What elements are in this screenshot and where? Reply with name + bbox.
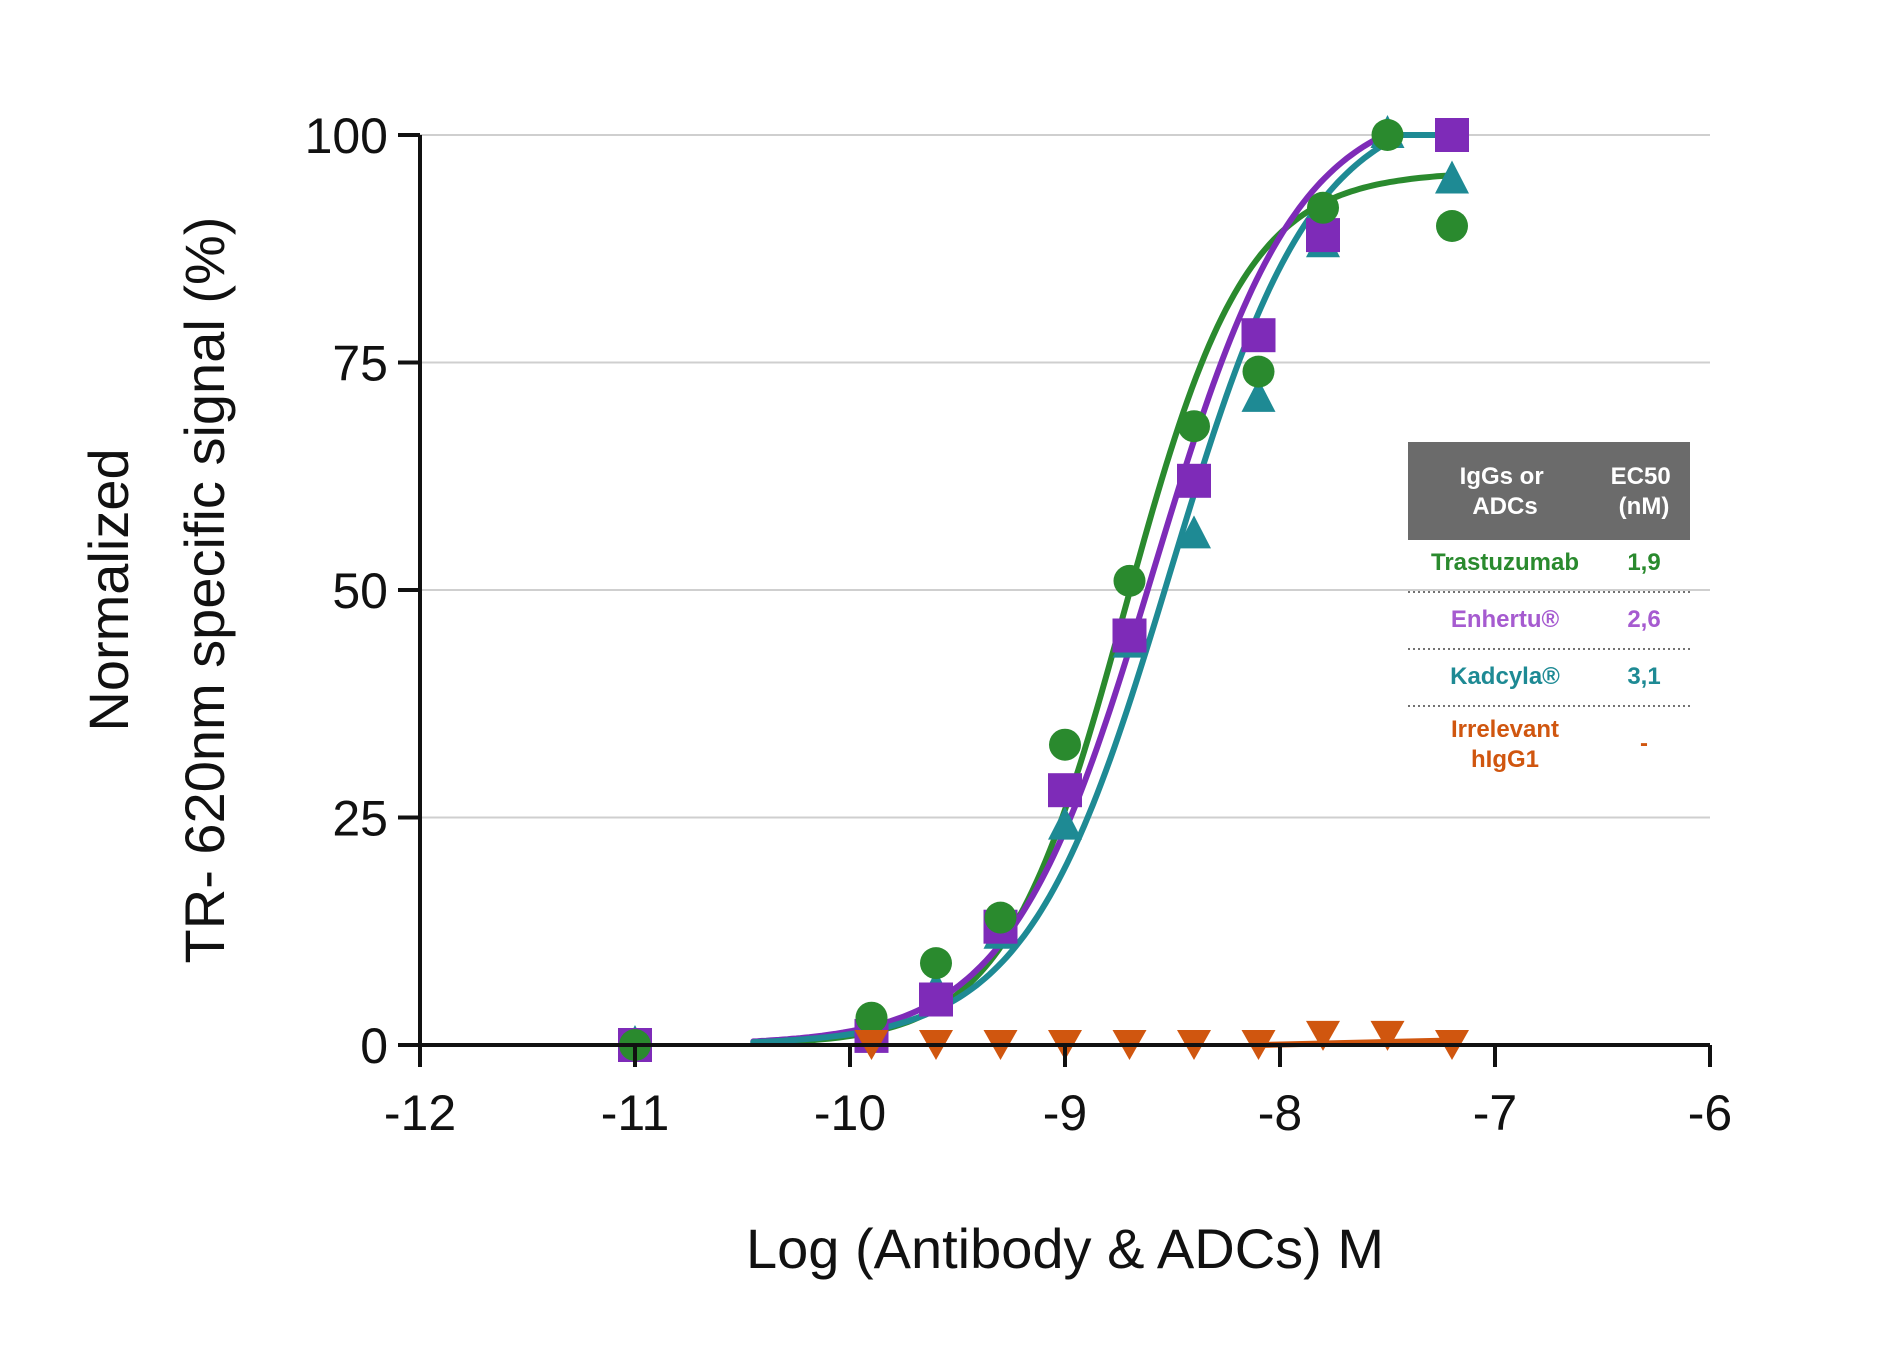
data-point bbox=[920, 947, 952, 980]
x-tick-label: -8 bbox=[1258, 1085, 1302, 1141]
data-point bbox=[1177, 463, 1211, 498]
data-point bbox=[1436, 210, 1468, 242]
data-point bbox=[1435, 118, 1469, 152]
data-point bbox=[1307, 191, 1339, 224]
table-header-ec50: EC50 (nM) bbox=[1611, 463, 1678, 520]
data-point bbox=[1049, 728, 1081, 761]
data-point bbox=[1048, 773, 1082, 808]
y-tick-label: 75 bbox=[332, 336, 388, 392]
table-row: Irrelevant hIgG1 - bbox=[1451, 716, 1648, 773]
data-point bbox=[1177, 515, 1211, 549]
y-axis-title-line1: Normalized bbox=[77, 448, 140, 731]
data-point bbox=[1370, 1020, 1405, 1051]
data-point bbox=[1242, 355, 1275, 388]
table-header-ec50-line1: EC50 bbox=[1611, 463, 1671, 490]
table-header-ec50-line2: (nM) bbox=[1619, 493, 1670, 520]
data-point bbox=[1048, 806, 1082, 840]
x-tick-label: -12 bbox=[384, 1085, 456, 1141]
data-point bbox=[1113, 564, 1146, 597]
table-header-name-line2: ADCs bbox=[1472, 493, 1537, 520]
x-tick-label: -11 bbox=[601, 1085, 670, 1141]
data-point bbox=[1306, 1020, 1340, 1051]
table-row: Trastuzumab 1,9 bbox=[1408, 549, 1690, 593]
data-point bbox=[1241, 318, 1276, 353]
ticks: 0 25 50 75 100 -12 -11 -10 -9 -8 -7 -6 bbox=[305, 108, 1733, 1141]
table-cell-name: Enhertu® bbox=[1451, 606, 1560, 633]
x-tick-label: -6 bbox=[1688, 1085, 1732, 1141]
x-tick-label: -7 bbox=[1473, 1085, 1517, 1141]
ec50-table: IgGs or ADCs EC50 (nM) Trastuzumab 1,9 Enh… bbox=[1408, 442, 1690, 773]
data-point bbox=[919, 982, 953, 1017]
data-point bbox=[1435, 160, 1469, 194]
y-tick-label: 100 bbox=[305, 108, 388, 164]
table-cell-name-line1: Irrelevant bbox=[1451, 716, 1559, 743]
x-axis-title: Log (Antibody & ADCs) M bbox=[746, 1217, 1384, 1280]
data-point bbox=[855, 1001, 888, 1034]
table-cell-name: Kadcyla® bbox=[1450, 663, 1560, 690]
x-tick-label: -10 bbox=[814, 1085, 886, 1141]
table-row: Enhertu® 2,6 bbox=[1408, 606, 1690, 650]
data-point bbox=[1112, 618, 1147, 653]
fit-curve bbox=[750, 132, 1453, 1045]
table-row: Kadcyla® 3,1 bbox=[1408, 663, 1690, 707]
y-tick-label: 0 bbox=[360, 1018, 388, 1074]
y-tick-label: 50 bbox=[332, 563, 388, 619]
y-tick-label: 25 bbox=[332, 791, 388, 847]
table-cell-name: Irrelevant hIgG1 bbox=[1451, 716, 1559, 773]
table-cell-name: Trastuzumab bbox=[1431, 549, 1579, 576]
table-cell-ec50: 3,1 bbox=[1627, 663, 1660, 690]
x-tick-label: -9 bbox=[1043, 1085, 1087, 1141]
table-rows: Trastuzumab 1,9 Enhertu® 2,6 Kadcyla® 3,1 Irre… bbox=[1408, 549, 1690, 773]
table-cell-ec50: - bbox=[1640, 730, 1648, 757]
table-cell-ec50: 1,9 bbox=[1627, 549, 1660, 576]
data-point bbox=[1241, 378, 1276, 412]
data-point bbox=[1371, 119, 1404, 151]
table-cell-name-line2: hIgG1 bbox=[1471, 746, 1539, 773]
data-point bbox=[984, 901, 1017, 934]
fit-curve bbox=[750, 132, 1453, 1046]
data-point bbox=[1178, 410, 1210, 443]
fit-curve bbox=[750, 172, 1453, 1047]
table-header-bg bbox=[1408, 442, 1690, 540]
data-points bbox=[618, 115, 1469, 1062]
table-header-name: IgGs or ADCs bbox=[1460, 463, 1551, 520]
y-axis-title-line2: TR- 620nm specific signal (%) bbox=[173, 217, 236, 964]
table-header-name-line1: IgGs or bbox=[1460, 463, 1544, 490]
table-cell-ec50: 2,6 bbox=[1627, 606, 1660, 633]
